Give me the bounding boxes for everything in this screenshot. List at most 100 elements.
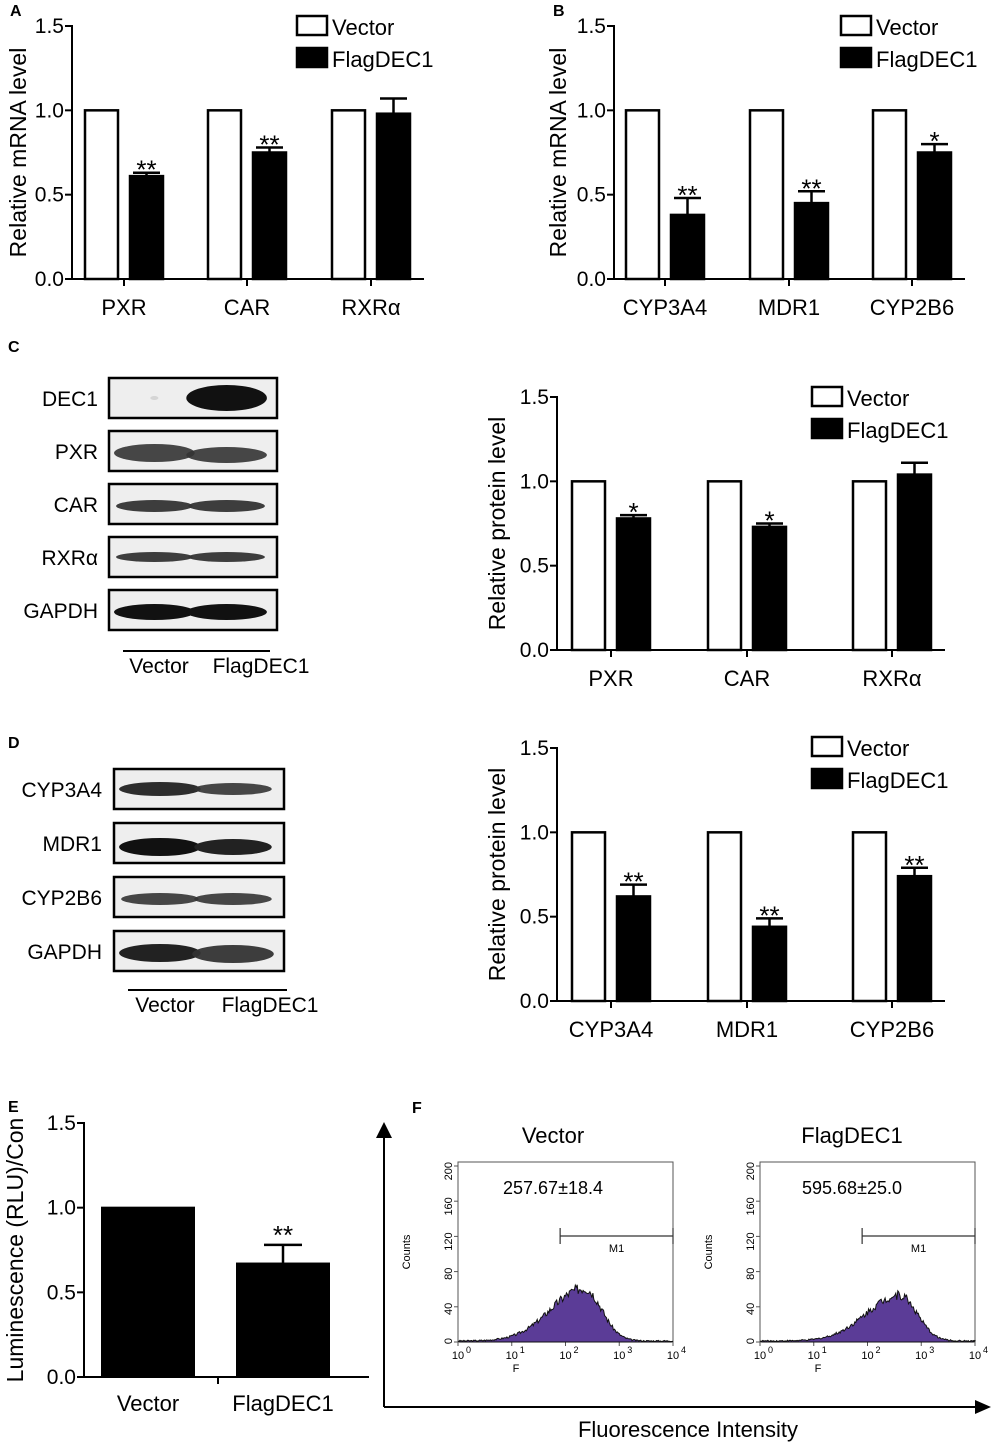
significance-marker: **	[759, 900, 779, 930]
y-tick-label: 0.5	[47, 1281, 76, 1304]
bar-vector	[871, 109, 908, 281]
f-x-tick-label: 10	[915, 1350, 927, 1362]
blot-row-label: RXRα	[42, 547, 98, 570]
panel-label-d: D	[8, 735, 20, 752]
significance-marker: **	[677, 180, 697, 210]
y-tick-label: 0.0	[520, 639, 549, 662]
y-tick-label: 0.0	[35, 268, 64, 291]
x-category-label: RXRα	[862, 666, 921, 691]
y-tick-label: 0.0	[520, 990, 549, 1013]
legend-swatch-vector	[810, 385, 844, 408]
f-x-tick-label: 10	[808, 1350, 820, 1362]
bar-flagdec1	[793, 201, 830, 281]
f-y-tick-label: 160	[745, 1197, 757, 1215]
bar-flagdec1	[896, 874, 933, 1003]
y-tick-label: 1.0	[520, 821, 549, 844]
f-x-axis-label: Fluorescence Intensity	[578, 1417, 798, 1442]
f-x-tick-exponent: 2	[574, 1345, 579, 1355]
bar-flagdec1	[236, 1262, 330, 1378]
y-tick-label: 1.0	[520, 470, 549, 493]
f-y-tick-label: 120	[443, 1232, 455, 1250]
panel-label-b: B	[553, 3, 565, 20]
x-category-label: MDR1	[716, 1017, 778, 1042]
f-y-axis-label: Counts	[401, 1234, 413, 1269]
bar-vector	[748, 109, 785, 281]
blot-band	[194, 839, 272, 855]
panel-label-f: F	[412, 1100, 422, 1117]
f-subplot-title: Vector	[522, 1123, 584, 1148]
x-category-label: CYP2B6	[850, 1017, 934, 1042]
f-y-tick-label: 0	[443, 1338, 455, 1344]
y-axis-label: Relative protein level	[484, 768, 510, 982]
f-x-tick-exponent: 0	[768, 1345, 773, 1355]
f-x-tick-exponent: 4	[681, 1345, 686, 1355]
legend-label: Vector	[332, 15, 394, 40]
blot-band	[194, 893, 272, 905]
bar-vector	[206, 109, 243, 281]
chart-d: 0.0 0.5 1.0 1.5 Relative protein level ** CYP3…	[484, 735, 948, 1042]
f-y-tick-label: 0	[745, 1338, 757, 1344]
y-tick-label: 1.5	[520, 386, 549, 409]
legend-swatch-flagdec1	[810, 417, 844, 440]
x-category-label: FlagDEC1	[232, 1391, 333, 1416]
y-tick-label: 1.5	[520, 737, 549, 760]
y-tick-label: 1.0	[577, 99, 606, 122]
y-tick-label: 1.0	[35, 99, 64, 122]
f-y-tick-label: 200	[745, 1162, 757, 1180]
x-category-label: CAR	[224, 295, 270, 320]
bar-flagdec1	[751, 925, 788, 1003]
legend-swatch-vector	[810, 735, 844, 758]
x-category-label: RXRα	[341, 295, 400, 320]
f-x-axis-label: F	[513, 1363, 520, 1375]
bar-flagdec1	[669, 213, 706, 281]
significance-marker: **	[136, 155, 156, 185]
f-y-tick-label: 40	[443, 1303, 455, 1315]
y-axis-label: Luminescence (RLU)/Con	[2, 1118, 28, 1383]
bar-vector	[101, 1206, 195, 1378]
f-x-tick-exponent: 4	[983, 1345, 988, 1355]
y-axis-label: Relative protein level	[484, 417, 510, 631]
blot-band	[186, 447, 267, 463]
f-x-tick-label: 10	[861, 1350, 873, 1362]
lane-label-flagdec1: FlagDEC1	[222, 994, 319, 1017]
x-category-label: PXR	[101, 295, 146, 320]
bar-vector	[570, 831, 607, 1003]
y-axis-label: Relative mRNA level	[545, 48, 571, 258]
y-tick-label: 1.0	[47, 1197, 76, 1220]
f-x-tick-exponent: 1	[822, 1345, 827, 1355]
blot-band	[186, 604, 267, 620]
f-x-tick-label: 10	[969, 1350, 981, 1362]
blot-band	[119, 782, 201, 796]
f-x-tick-exponent: 3	[627, 1345, 632, 1355]
legend-label: Vector	[876, 15, 938, 40]
x-category-label: Vector	[117, 1391, 179, 1416]
significance-marker: *	[628, 497, 638, 527]
significance-marker: **	[623, 867, 643, 897]
f-y-tick-label: 80	[443, 1268, 455, 1280]
f-x-tick-exponent: 3	[929, 1345, 934, 1355]
blot-band	[114, 444, 195, 462]
x-category-label: CYP3A4	[623, 295, 707, 320]
blot-band	[114, 604, 195, 620]
significance-marker: *	[929, 126, 939, 156]
significance-marker: *	[764, 506, 774, 536]
bar-vector	[83, 109, 120, 281]
bar-vector	[570, 480, 607, 652]
lane-label-vector: Vector	[129, 655, 189, 678]
f-y-tick-label: 40	[745, 1303, 757, 1315]
significance-marker: **	[904, 850, 924, 880]
blot-row-label: CYP2B6	[21, 887, 102, 910]
f-y-tick-label: 160	[443, 1197, 455, 1215]
bar-vector	[330, 109, 367, 281]
blot-row-label: MDR1	[42, 833, 102, 856]
lane-label-vector: Vector	[135, 994, 195, 1017]
blot-band	[192, 945, 274, 963]
f-x-tick-label: 10	[559, 1350, 571, 1362]
bar-flagdec1	[251, 151, 288, 281]
significance-marker: **	[801, 173, 821, 203]
chart-f: Fluorescence Intensity Vector 257.67±18.4 0…	[376, 1122, 991, 1442]
legend-swatch-flagdec1	[295, 46, 329, 69]
legend-label: FlagDEC1	[876, 47, 977, 72]
